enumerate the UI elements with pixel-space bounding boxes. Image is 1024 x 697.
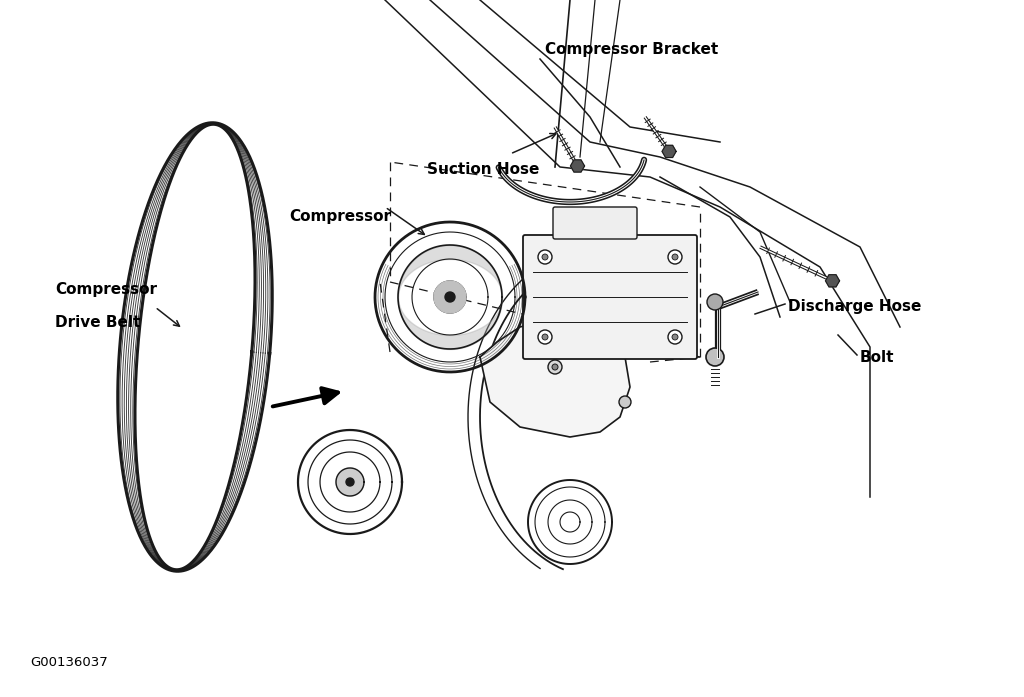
Text: G00136037: G00136037 [30, 656, 108, 669]
Circle shape [672, 254, 678, 260]
Circle shape [445, 292, 455, 302]
Circle shape [706, 348, 724, 366]
Text: Compressor: Compressor [55, 282, 157, 297]
Text: Compressor Bracket: Compressor Bracket [545, 42, 718, 57]
Circle shape [538, 330, 552, 344]
Circle shape [672, 334, 678, 340]
Circle shape [542, 254, 548, 260]
FancyBboxPatch shape [523, 235, 697, 359]
Circle shape [668, 250, 682, 264]
Text: Drive Belt: Drive Belt [55, 315, 140, 330]
Polygon shape [570, 160, 585, 172]
Polygon shape [663, 146, 676, 158]
Text: Suction Hose: Suction Hose [427, 162, 540, 177]
Text: Bolt: Bolt [860, 349, 895, 365]
Circle shape [552, 364, 558, 370]
Polygon shape [336, 468, 364, 496]
Polygon shape [480, 317, 630, 437]
Polygon shape [825, 275, 840, 287]
Text: Discharge Hose: Discharge Hose [788, 300, 922, 314]
Text: Compressor: Compressor [289, 209, 391, 224]
Circle shape [618, 396, 631, 408]
FancyBboxPatch shape [553, 207, 637, 239]
Circle shape [346, 478, 354, 486]
Circle shape [538, 250, 552, 264]
Circle shape [542, 334, 548, 340]
Circle shape [668, 330, 682, 344]
Circle shape [548, 360, 562, 374]
Circle shape [707, 294, 723, 310]
Polygon shape [434, 281, 466, 313]
